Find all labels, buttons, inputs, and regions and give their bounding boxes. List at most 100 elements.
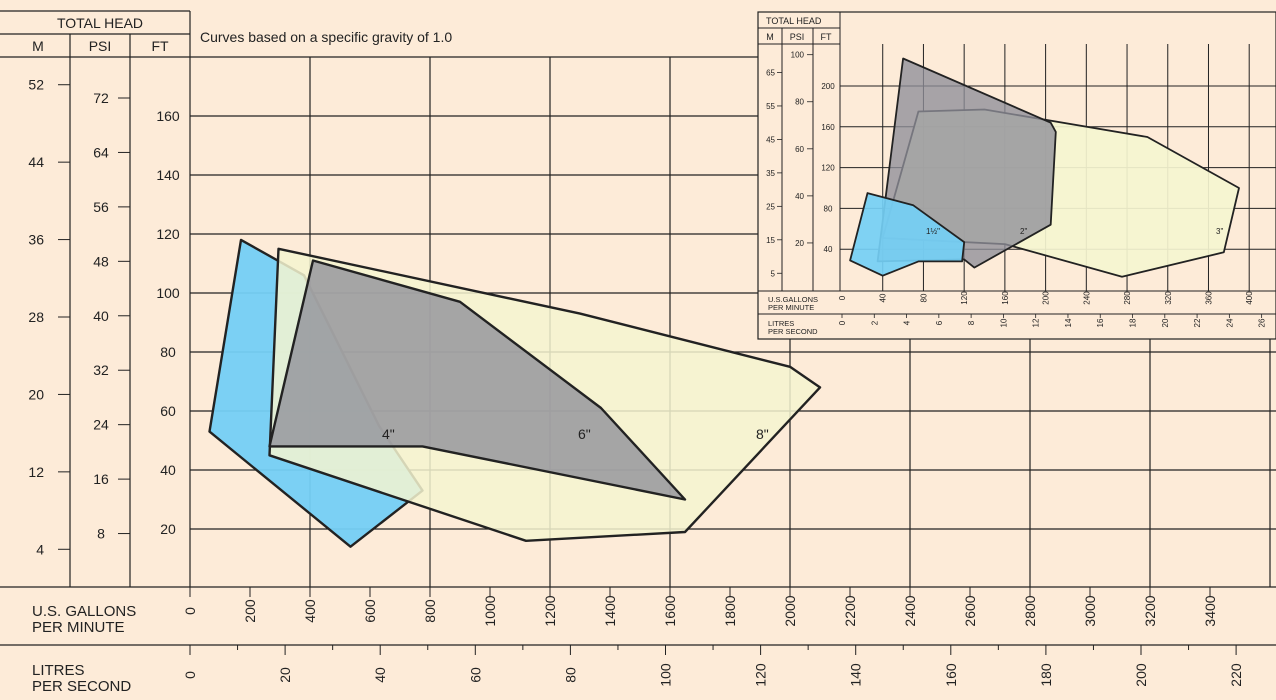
main-gpm-tick-label: 1600	[662, 595, 678, 626]
inset-psi-tick-label: 40	[795, 192, 804, 201]
inset-head-col-ft: FT	[821, 32, 832, 42]
main-psi-tick-label: 56	[93, 199, 109, 215]
main-lps-tick-label: 20	[277, 667, 293, 683]
main-ft-tick-label: 100	[156, 285, 180, 301]
main-lps-tick-label: 220	[1228, 663, 1244, 687]
inset-region-label-3in: 3"	[1216, 227, 1223, 236]
main-lps-tick-label: 180	[1038, 663, 1054, 687]
inset-region-label-1half: 1½"	[926, 227, 940, 236]
inset-m-tick-label: 15	[766, 236, 775, 245]
main-bottom-axes	[0, 586, 1276, 646]
main-gpm-tick-label: 0	[182, 607, 198, 615]
inset-lps-tick-label: 18	[1129, 318, 1138, 327]
main-gpm-tick-label: 400	[302, 599, 318, 623]
inset-m-tick-label: 5	[771, 269, 776, 278]
inset-m-tick-label: 65	[766, 68, 775, 77]
inset-lps-tick-label: 6	[935, 320, 944, 325]
main-m-tick-label: 28	[28, 309, 44, 325]
main-psi-tick-label: 72	[93, 90, 109, 106]
inset-head-col-psi: PSI	[790, 32, 805, 42]
main-lps-tick-label: 160	[943, 663, 959, 687]
main-region-label-6in: 6"	[578, 426, 591, 442]
main-gpm-tick-label: 200	[242, 599, 258, 623]
inset-gpm-ticks: 0 40 80 120 160 200 240 280 320 360 400	[838, 291, 1254, 305]
main-head-title: TOTAL HEAD	[57, 15, 143, 31]
inset-m-tick-label: 35	[766, 169, 775, 178]
main-ft-tick-label: 160	[156, 108, 180, 124]
inset-gpm-tick-label: 40	[879, 293, 888, 302]
main-head-col-ft: FT	[151, 38, 169, 54]
main-m-tick-label: 12	[28, 464, 44, 480]
inset-lps-tick-label: 10	[999, 318, 1008, 327]
inset-region-label-2in: 2"	[1020, 227, 1027, 236]
inset-psi-ticks: 100 80 60 40 20	[791, 51, 813, 248]
main-m-tick-label: 20	[28, 386, 44, 402]
inset-ft-tick-label: 40	[824, 245, 833, 254]
main-lps-tick-label: 40	[372, 667, 388, 683]
inset-gpm-tick-label: 280	[1123, 291, 1132, 305]
inset-lps-tick-label: 26	[1258, 318, 1267, 327]
main-region-6in	[268, 259, 687, 501]
main-ft-ticks: 160 140 120 100 80 60 40 20	[156, 108, 180, 537]
inset-lps-tick-label: 14	[1064, 318, 1073, 327]
main-gpm-tick-label: 1400	[602, 595, 618, 626]
inset-region-1half	[849, 192, 966, 277]
inset-ft-ticks: 200 160 120 80 40	[821, 82, 835, 254]
main-gpm-label-1: U.S. GALLONS	[32, 603, 136, 620]
main-psi-tick-label: 24	[93, 417, 109, 433]
main-psi-tick-label: 40	[93, 308, 109, 324]
inset-gpm-tick-label: 120	[960, 291, 969, 305]
main-lps-tick-label: 200	[1133, 663, 1149, 687]
inset-head-header	[758, 12, 1276, 315]
inset-lps-ticks: 0 2 4 6 8 10 12 14 16 18 20 22 24 26	[838, 314, 1267, 327]
main-head-header	[0, 10, 191, 587]
main-psi-tick-label: 8	[97, 526, 105, 542]
inset-lps-tick-label: 20	[1161, 318, 1170, 327]
inset-m-tick-label: 25	[766, 202, 775, 211]
inset-ft-tick-label: 120	[821, 164, 835, 173]
main-gpm-tick-label: 2000	[782, 595, 798, 626]
inset-psi-tick-label: 100	[791, 51, 805, 60]
inset-gpm-tick-label: 160	[1001, 291, 1010, 305]
inset-lps-tick-label: 0	[838, 320, 847, 325]
main-lps-label-2: PER SECOND	[32, 678, 131, 695]
inset-m-tick-label: 45	[766, 135, 775, 144]
main-lps-tick-label: 0	[182, 671, 198, 679]
main-gpm-tick-label: 2200	[842, 595, 858, 626]
inset-m-ticks: 65 55 45 35 25 15 5	[766, 68, 782, 278]
inset-gpm-tick-label: 200	[1042, 291, 1051, 305]
main-psi-tick-label: 48	[93, 253, 109, 269]
inset-head-title: TOTAL HEAD	[766, 16, 822, 26]
inset-lps-label-2: PER SECOND	[768, 327, 818, 336]
main-m-tick-label: 4	[36, 541, 44, 557]
inset-gpm-label-2: PER MINUTE	[768, 303, 814, 312]
main-lps-ticks: 0 20 40 60 80 100 120 140 160 180 200 220	[182, 645, 1244, 687]
main-head-col-psi: PSI	[89, 38, 112, 54]
inset-lps-tick-label: 12	[1032, 318, 1041, 327]
inset-gpm-tick-label: 0	[838, 295, 847, 300]
inset-lps-tick-label: 2	[870, 320, 879, 325]
main-region-label-8in: 8"	[756, 426, 769, 442]
inset-ft-tick-label: 160	[821, 123, 835, 132]
main-psi-tick-label: 16	[93, 471, 109, 487]
main-gpm-tick-label: 2400	[902, 595, 918, 626]
inset-psi-tick-label: 60	[795, 145, 804, 154]
inset-head-col-m: M	[766, 32, 774, 42]
main-gpm-label-2: PER MINUTE	[32, 619, 125, 636]
inset-lps-tick-label: 22	[1193, 318, 1202, 327]
main-ft-tick-label: 80	[160, 344, 176, 360]
main-psi-ticks: 72 64 56 48 40 32 24 16 8	[93, 90, 130, 542]
inset-lps-tick-label: 16	[1096, 318, 1105, 327]
inset-gpm-tick-label: 360	[1204, 291, 1213, 305]
main-gpm-ticks: 0 200 400 600 800 1000 1200 1400 1600 1800 2000 220…	[182, 587, 1218, 627]
inset-psi-tick-label: 20	[795, 239, 804, 248]
main-lps-tick-label: 60	[467, 667, 483, 683]
main-m-ticks: 52 44 36 28 20 12 4	[28, 77, 70, 557]
main-ft-tick-label: 60	[160, 403, 176, 419]
main-lps-label-1: LITRES	[32, 662, 85, 679]
inset-regions	[849, 57, 1240, 278]
main-regions	[208, 238, 822, 548]
inset-psi-tick-label: 80	[795, 98, 804, 107]
